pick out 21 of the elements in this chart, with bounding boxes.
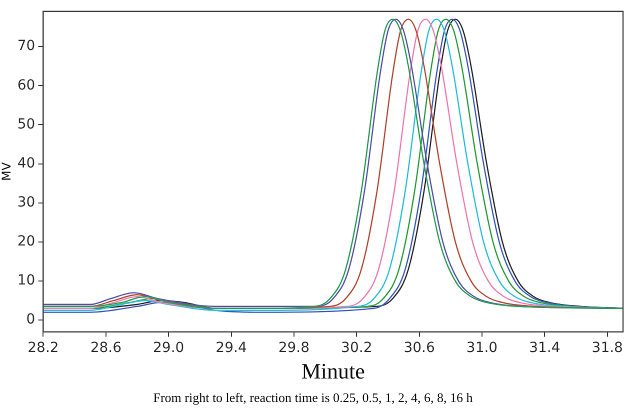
- x-tick-label: 30.6: [404, 340, 435, 356]
- y-tick-label: 10: [17, 272, 36, 289]
- text: From right to left, reaction time is 0.25, 0.5, 1, 2, 4, 6, 8, 16 h: [153, 390, 474, 405]
- y-tick-label: 20: [17, 234, 36, 250]
- x-axis-title: Minute: [301, 358, 365, 384]
- x-tick-label: 29.8: [278, 340, 310, 356]
- y-tick-label: 50: [17, 116, 36, 132]
- x-tick-label: 31.0: [466, 340, 498, 356]
- y-axis-title: MV: [0, 162, 14, 181]
- y-tick-label: 70: [17, 38, 36, 54]
- y-tick-label: 30: [17, 194, 36, 210]
- y-tick-label: 60: [17, 77, 36, 94]
- x-tick-label: 31.8: [592, 340, 623, 356]
- x-tick-label: 28.2: [28, 340, 59, 356]
- x-tick-label: 31.4: [529, 340, 560, 356]
- x-tick-label: 30.2: [341, 340, 372, 356]
- x-tick-label: 29.4: [216, 340, 247, 356]
- y-tick-label: 0: [26, 312, 36, 328]
- x-tick-label: 29.0: [152, 340, 184, 356]
- y-tick-label: 40: [17, 155, 36, 172]
- x-tick-label: 28.6: [90, 340, 122, 356]
